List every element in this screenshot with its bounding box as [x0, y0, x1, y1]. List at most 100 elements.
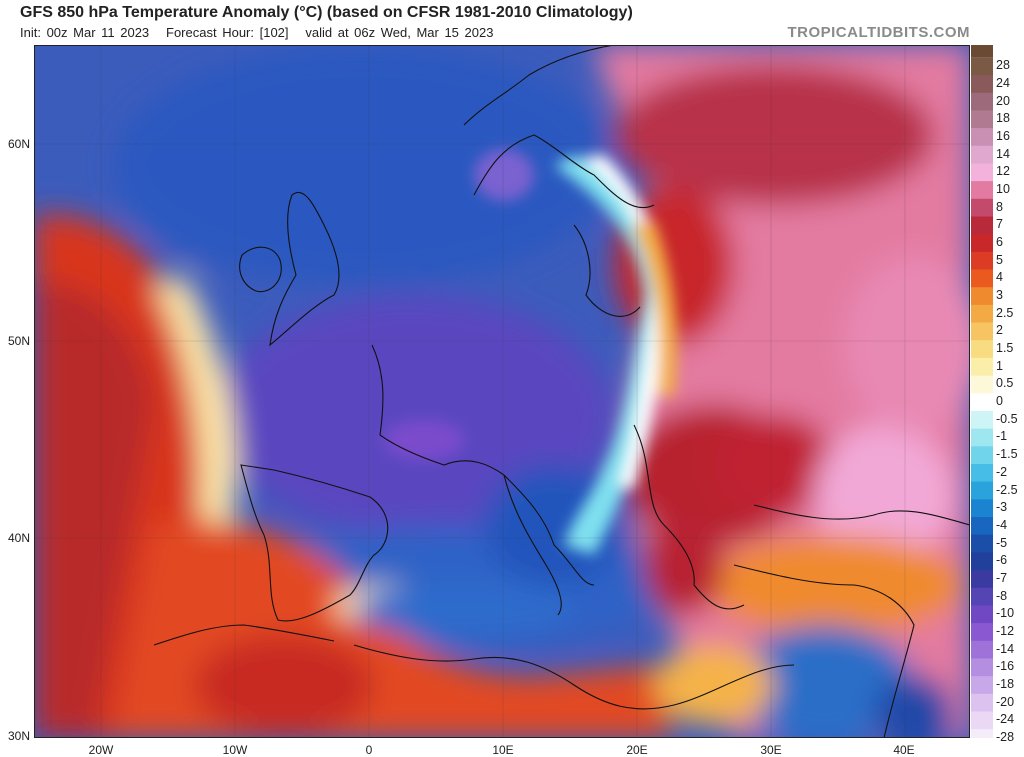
colorbar-swatch [971, 198, 993, 217]
colorbar [971, 45, 993, 738]
forecast-subtitle: Init: 00z Mar 11 2023 Forecast Hour: [10… [20, 25, 493, 40]
lon-label-30e: 30E [760, 743, 782, 757]
colorbar-swatch [971, 534, 993, 553]
colorbar-swatch [971, 729, 993, 738]
colorbar-swatch [971, 75, 993, 94]
colorbar-label: 3 [996, 288, 1003, 303]
colorbar-label: 5 [996, 252, 1003, 267]
colorbar-swatch [971, 481, 993, 500]
colorbar-label: 7 [996, 217, 1003, 232]
anomaly-field [34, 45, 970, 738]
colorbar-swatch [971, 605, 993, 624]
colorbar-label: -3 [996, 500, 1008, 515]
colorbar-label: -28 [996, 730, 1015, 744]
anomaly-map [34, 45, 970, 738]
colorbar-swatch [971, 322, 993, 341]
lon-label-20e: 20E [626, 743, 648, 757]
colorbar-swatch [971, 375, 993, 394]
colorbar-label: 18 [996, 111, 1010, 126]
colorbar-label: -7 [996, 570, 1008, 585]
colorbar-swatch [971, 676, 993, 695]
colorbar-swatch [971, 517, 993, 536]
map-title: GFS 850 hPa Temperature Anomaly (°C) (ba… [20, 4, 633, 21]
colorbar-label: 0.5 [996, 376, 1014, 391]
colorbar-label: 0 [996, 394, 1003, 409]
colorbar-swatch [971, 711, 993, 730]
colorbar-label: -5 [996, 535, 1008, 550]
colorbar-label: -12 [996, 623, 1015, 638]
lat-label-60n: 60N [7, 137, 30, 151]
colorbar-swatch [971, 287, 993, 306]
colorbar-label: 14 [996, 146, 1010, 161]
colorbar-label: -24 [996, 712, 1015, 727]
colorbar-label: 4 [996, 270, 1003, 285]
colorbar-label: 20 [996, 93, 1010, 108]
colorbar-swatch [971, 269, 993, 288]
colorbar-label: -6 [996, 553, 1008, 568]
colorbar-label: 1 [996, 358, 1003, 373]
colorbar-label: -2 [996, 464, 1008, 479]
lon-label-0: 0 [365, 743, 373, 757]
colorbar-swatch [971, 92, 993, 111]
colorbar-label: -10 [996, 606, 1015, 621]
colorbar-label: -16 [996, 659, 1015, 674]
colorbar-label: 8 [996, 199, 1003, 214]
anomaly-gradient-bands [384, 149, 678, 555]
colorbar-swatch [971, 110, 993, 129]
colorbar-label: -0.5 [996, 411, 1018, 426]
brand-watermark: TROPICALTIDBITS.COM [787, 24, 970, 41]
colorbar-swatch [971, 128, 993, 147]
colorbar-swatch [971, 428, 993, 447]
colorbar-label: 24 [996, 75, 1010, 90]
lon-label-10w: 10W [222, 743, 248, 757]
init-time: Init: 00z Mar 11 2023 [20, 25, 150, 40]
colorbar-swatch [971, 357, 993, 377]
colorbar-swatch [971, 181, 993, 200]
colorbar-label: -8 [996, 588, 1008, 603]
colorbar-swatch [971, 234, 993, 253]
colorbar-label: 1.5 [996, 341, 1014, 356]
colorbar-label: -18 [996, 676, 1015, 691]
colorbar-swatch [971, 570, 993, 589]
forecast-hour: Forecast Hour: [102] [166, 25, 289, 40]
colorbar-swatch [971, 587, 993, 606]
colorbar-swatch [971, 304, 993, 324]
colorbar-swatch [971, 251, 993, 271]
colorbar-label: -1.5 [996, 447, 1018, 462]
colorbar-swatch [971, 658, 993, 677]
colorbar-label: -4 [996, 517, 1008, 532]
colorbar-label: -14 [996, 641, 1015, 656]
colorbar-swatch [971, 499, 993, 518]
lat-label-50n: 50N [7, 334, 30, 348]
colorbar-label: 2 [996, 323, 1003, 338]
graticule [34, 45, 970, 738]
colorbar-label: 12 [996, 164, 1010, 179]
colorbar-label: -1 [996, 429, 1008, 444]
colorbar-swatch [971, 623, 993, 642]
colorbar-swatch [971, 552, 993, 571]
colorbar-swatch [971, 57, 993, 76]
colorbar-label: 28 [996, 58, 1010, 73]
colorbar-swatch-top [971, 45, 993, 58]
colorbar-swatch [971, 163, 993, 182]
colorbar-swatch [971, 463, 993, 483]
colorbar-swatch [971, 446, 993, 465]
colorbar-label: 2.5 [996, 305, 1014, 320]
map-frame [34, 45, 970, 738]
lon-label-10e: 10E [492, 743, 514, 757]
colorbar-swatch [971, 340, 993, 359]
colorbar-swatch [971, 145, 993, 164]
lat-label-30n: 30N [7, 729, 30, 743]
colorbar-swatch [971, 393, 993, 412]
colorbar-label: -20 [996, 694, 1015, 709]
valid-time: valid at 06z Wed, Mar 15 2023 [305, 25, 494, 40]
colorbar-swatch [971, 410, 993, 430]
colorbar-label: 16 [996, 128, 1010, 143]
colorbar-swatch [971, 693, 993, 712]
colorbar-label: 6 [996, 235, 1003, 249]
colorbar-swatch [971, 216, 993, 235]
lat-label-40n: 40N [7, 531, 30, 545]
colorbar-swatch [971, 640, 993, 659]
lon-label-20w: 20W [88, 743, 114, 757]
coastlines [153, 45, 970, 738]
